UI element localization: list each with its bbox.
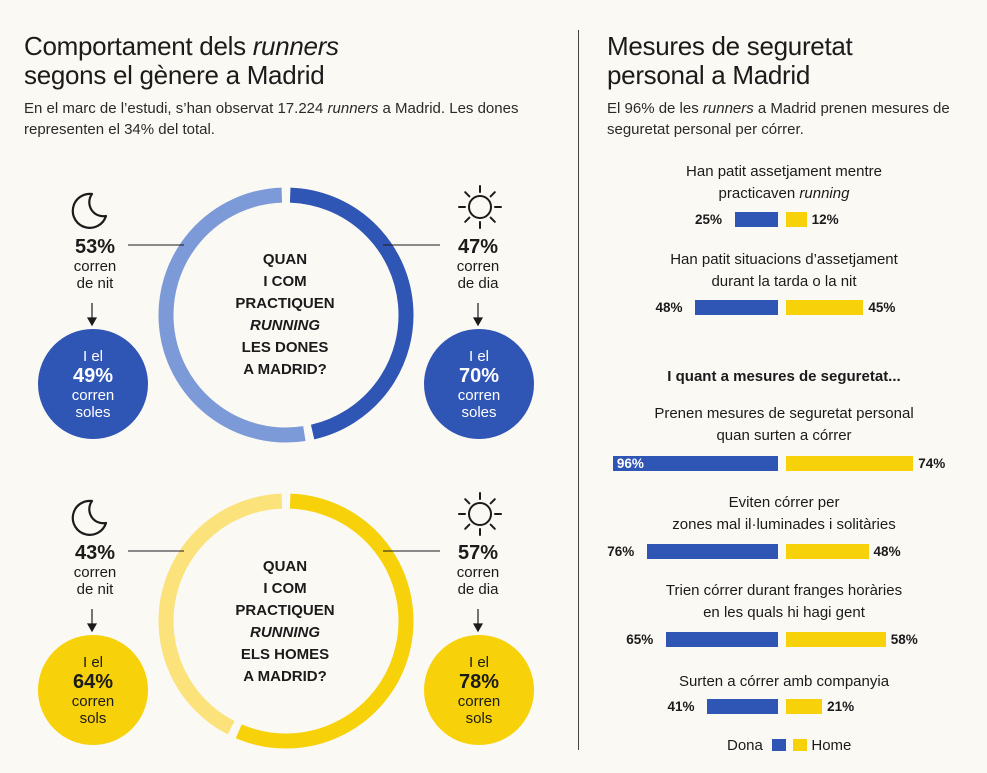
bar-home-value: 45%: [868, 300, 896, 315]
arrow-down-icon: [86, 303, 98, 327]
bar-dona-value: 25%: [695, 212, 723, 227]
women-night-alone-bubble: I el 49% corren soles: [38, 329, 148, 439]
question-title: Eviten córrer per zones mal il·luminades…: [672, 494, 896, 533]
section-heading: I quant a mesures de seguretat...: [667, 368, 901, 385]
bar-home-value: 21%: [827, 699, 855, 714]
sun-icon: [458, 492, 502, 536]
bar-home-value: 48%: [873, 544, 901, 559]
arrow-down-icon: [472, 303, 484, 327]
men-night-alone-bubble: I el 64% corren sols: [38, 635, 148, 745]
legend-home-swatch: [793, 739, 808, 751]
sun-icon: [458, 185, 502, 229]
ring-women-night-arc: [158, 187, 306, 443]
question-title: Trien córrer durant franges horàries en …: [665, 582, 903, 621]
bar-home-value: 12%: [811, 212, 839, 227]
bar-home-value: 58%: [890, 632, 918, 647]
men-day-alone-bubble: I el 78% corren sols: [424, 635, 534, 745]
question-title: Surten a córrer amb companyia: [678, 673, 890, 690]
right-subtitle: El 96% de les runners a Madrid prenen me…: [607, 100, 950, 138]
bar-dona-value: 65%: [626, 632, 654, 647]
question-title: Han patit situacions d’assetjament duran…: [670, 251, 898, 290]
men-night-stat: 43% corren de nit: [50, 542, 140, 598]
bar-home-value: 74%: [918, 456, 946, 471]
ring-men: [158, 493, 414, 749]
question-title: Prenen mesures de seguretat personal qua…: [654, 405, 914, 444]
bar-home: [786, 456, 914, 471]
women-day-stat: 47% corren de dia: [433, 236, 523, 292]
women-night-stat: 53% corren de nit: [50, 236, 140, 292]
moon-icon: [71, 192, 108, 229]
left-title: Comportament dels runners segons el gène…: [24, 31, 339, 90]
ring-women-day-arc: [289, 187, 414, 440]
arrow-down-icon: [472, 609, 484, 633]
men-ring-center-text: QUAN I COM PRACTIQUEN RUNNING ELS HOMES …: [235, 558, 335, 685]
women-night-pct: 53%: [74, 236, 116, 258]
bar-dona-value: 76%: [607, 544, 635, 559]
bar-home: [786, 300, 864, 315]
ring-men-day-arc: [235, 493, 414, 749]
women-day-pct: 47%: [457, 236, 499, 258]
question-title: Han patit assetjament mentre practicaven…: [686, 163, 882, 202]
bar-home: [786, 544, 869, 559]
ring-women: [158, 187, 414, 443]
bar-dona: [612, 456, 778, 471]
bar-dona-value: 48%: [655, 300, 683, 315]
men-day-stat: 57% corren de dia: [433, 542, 523, 598]
bar-dona: [735, 212, 778, 227]
legend: Dona Home: [727, 737, 851, 754]
men-day-pct: 57%: [457, 542, 499, 564]
right-title: Mesures de seguretat personal a Madrid: [607, 31, 853, 90]
bar-dona: [666, 632, 778, 647]
arrow-down-icon: [86, 609, 98, 633]
bar-dona: [695, 300, 778, 315]
bar-dona-value: 41%: [667, 699, 695, 714]
bar-home: [786, 212, 807, 227]
legend-dona-swatch: [772, 739, 787, 751]
bar-dona-value: 96%: [616, 456, 644, 471]
men-night-pct: 43%: [74, 542, 116, 564]
women-ring-center-text: QUAN I COM PRACTIQUEN RUNNING LES DONES …: [235, 251, 335, 378]
left-subtitle: En el marc de l’estudi, s’han observat 1…: [24, 100, 519, 138]
ring-men-night-arc: [158, 493, 283, 735]
moon-icon: [71, 499, 108, 536]
bar-home: [786, 699, 823, 714]
column-divider: [578, 30, 579, 750]
legend-home-label: Home: [811, 737, 852, 754]
legend-dona-label: Dona: [727, 737, 763, 754]
bar-home: [786, 632, 886, 647]
women-day-alone-bubble: I el 70% corren soles: [424, 329, 534, 439]
bar-dona: [647, 544, 778, 559]
bar-dona: [707, 699, 778, 714]
